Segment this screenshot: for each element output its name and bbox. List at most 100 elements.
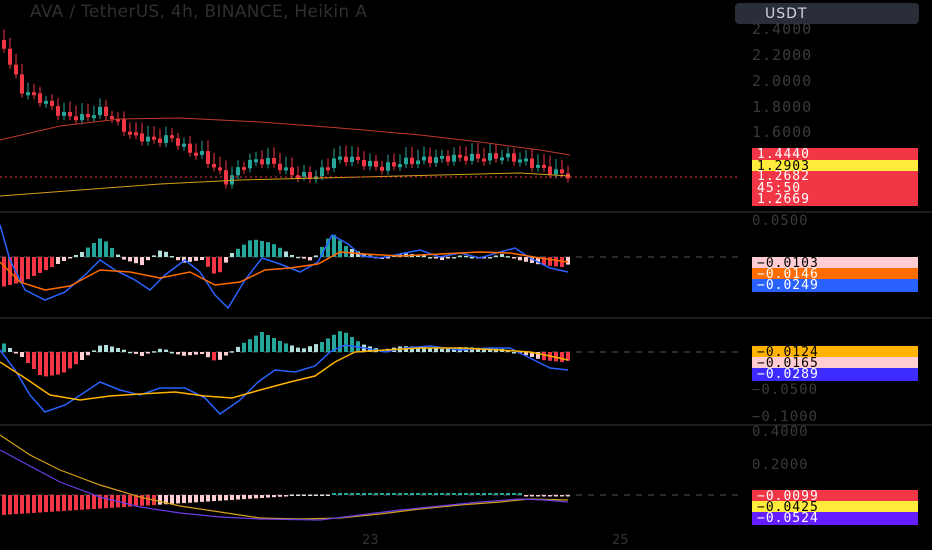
pane3-histogram-bar	[272, 495, 276, 498]
pane3-histogram-bar	[446, 493, 450, 495]
pane3-histogram-bar	[470, 493, 474, 495]
candle	[206, 151, 210, 164]
candle	[428, 156, 432, 164]
candle	[158, 138, 162, 143]
pane2-histogram-bar	[8, 348, 12, 352]
pane2-histogram-bar	[236, 346, 240, 352]
pane1-histogram-bar	[344, 246, 348, 257]
pane2-histogram-bar	[116, 348, 120, 352]
countdown-timer: 45:50	[757, 181, 802, 196]
candle	[386, 162, 390, 171]
candle	[44, 100, 48, 104]
candle	[368, 160, 372, 167]
price-tag-ma: 1.4440	[752, 148, 918, 161]
ma-yellow-line	[0, 172, 571, 197]
pane1-histogram-bar	[218, 257, 222, 273]
pane1-histogram-bar	[140, 257, 144, 265]
candle	[560, 169, 564, 174]
pane1-histogram-bar	[566, 257, 570, 265]
pane3-histogram-bar	[200, 495, 204, 502]
pane3-histogram-bar	[500, 493, 504, 495]
pane2-histogram-bar	[476, 347, 480, 352]
pane3-histogram-bar	[536, 495, 540, 497]
pane1-histogram-bar	[326, 238, 330, 257]
pane2-histogram-bar	[20, 352, 24, 357]
pane1-histogram-bar	[224, 257, 228, 263]
pane1-histogram-bar	[464, 255, 468, 258]
pane2-histogram-bar	[128, 351, 132, 354]
pane3-histogram-bar	[176, 495, 180, 504]
pane3-histogram-bar	[302, 494, 306, 496]
pane3-histogram-bar	[236, 495, 240, 500]
pane1-histogram-bar	[170, 256, 174, 258]
candle	[68, 112, 72, 117]
pane3-histogram-bar	[56, 495, 60, 512]
pane1-histogram-bar	[206, 257, 210, 267]
pane3-histogram-bar	[440, 493, 444, 495]
pane1-histogram-bar	[260, 241, 264, 257]
candle	[92, 115, 96, 119]
candle	[464, 156, 468, 161]
pane1-histogram-bar	[176, 257, 180, 261]
pane2-histogram-bar	[152, 351, 156, 353]
pane2-histogram-bar	[542, 352, 546, 361]
pane1-histogram-bar	[470, 257, 474, 259]
candle	[482, 158, 486, 162]
pane3-histogram-bar	[158, 495, 162, 505]
pane1-histogram-bar	[14, 257, 18, 284]
pane3-histogram-bar	[374, 493, 378, 495]
pane1-histogram-bar	[50, 257, 54, 267]
pane3-histogram-bar	[14, 495, 18, 515]
pane2-histogram-bar	[422, 347, 426, 352]
pane3-histogram-bar	[164, 495, 168, 505]
pane2-histogram-bar	[512, 352, 516, 354]
pane3-histogram-bar	[548, 495, 552, 497]
pane3-axis-label: 0.2000	[752, 457, 809, 473]
pane2-histogram-bar	[272, 338, 276, 352]
pane3-histogram-bar	[404, 493, 408, 495]
symbol-title[interactable]: AVA / TetherUS, 4h, BINANCE, Heikin A	[30, 2, 368, 22]
pane2-histogram-bar	[68, 352, 72, 369]
pane3-histogram-bar	[92, 495, 96, 509]
pane1-histogram-bar	[302, 257, 306, 259]
pane3-histogram-bar	[206, 495, 210, 502]
candle	[188, 143, 192, 153]
pane3-histogram-bar	[284, 495, 288, 497]
pane2-histogram-bar	[260, 332, 264, 352]
pane2-histogram-bar	[164, 349, 168, 352]
pane3-histogram-bar	[428, 493, 432, 495]
pane1-histogram-bar	[428, 257, 432, 259]
pane2-histogram-bar	[32, 352, 36, 369]
pane1-histogram-bar	[452, 257, 456, 259]
pane3-histogram-bar	[224, 495, 228, 501]
pane1-tag-signal: −0.0146	[752, 268, 918, 281]
pane1-histogram-bar	[122, 257, 126, 260]
price-axis-label: 2.2000	[752, 46, 813, 64]
pane2-histogram-bar	[536, 352, 540, 359]
candle	[128, 131, 132, 135]
pane3-histogram-bar	[518, 493, 522, 495]
candle	[200, 151, 204, 155]
currency-button[interactable]: USDT	[735, 3, 919, 24]
pane1-histogram-bar	[536, 257, 540, 265]
pane3-histogram-bar	[80, 495, 84, 510]
pane3-histogram-bar	[392, 493, 396, 495]
pane1-histogram-bar	[128, 257, 132, 262]
pane2-histogram-bar	[482, 348, 486, 352]
pane1-histogram-bar	[158, 250, 162, 257]
pane1-histogram-bar	[554, 257, 558, 267]
candle	[110, 116, 114, 120]
candle	[278, 163, 282, 171]
price-axis-label: 2.4000	[752, 20, 813, 38]
candle	[542, 164, 546, 168]
pane3-histogram-bar	[8, 495, 12, 515]
pane3-histogram-bar	[290, 494, 294, 496]
pane3-histogram-bar	[332, 493, 336, 495]
pane2-histogram-bar	[224, 352, 228, 356]
candle	[470, 153, 474, 161]
candle	[26, 92, 30, 96]
pane3-histogram-bar	[170, 495, 174, 504]
pane2-histogram-bar	[350, 337, 354, 352]
candle	[440, 155, 444, 159]
